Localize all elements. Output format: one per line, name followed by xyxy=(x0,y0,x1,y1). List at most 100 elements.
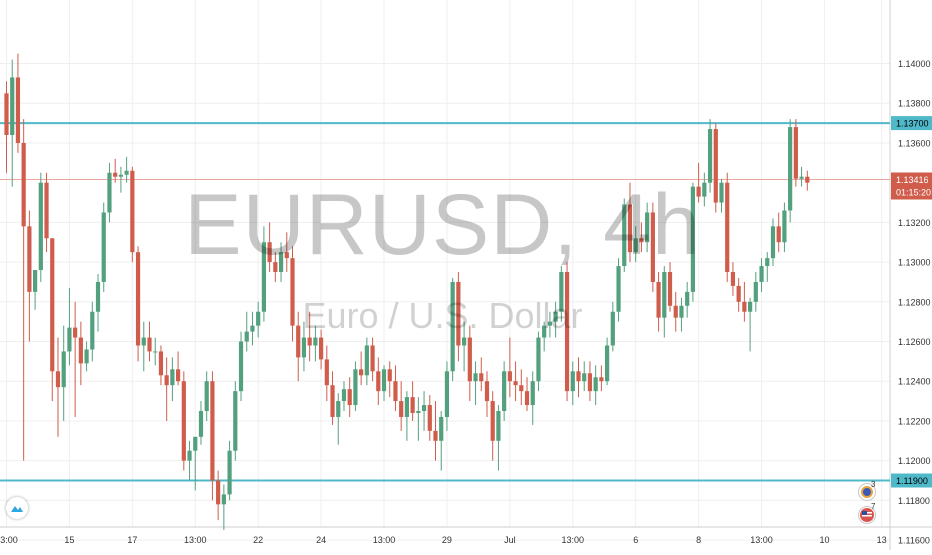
candle-body xyxy=(84,349,89,364)
x-tick-label: 15 xyxy=(64,535,74,545)
candle-body xyxy=(542,325,547,338)
candle-body xyxy=(570,371,575,392)
candle-body xyxy=(622,204,627,267)
candle-body xyxy=(95,281,101,312)
candle-body xyxy=(176,369,181,382)
candle-body xyxy=(479,373,484,382)
candle-body xyxy=(73,327,78,338)
x-tick-label: 8 xyxy=(696,535,701,545)
candle-body xyxy=(38,182,43,271)
candle-body xyxy=(118,174,123,177)
candle-body xyxy=(61,351,66,388)
candle-body xyxy=(27,226,32,292)
y-tick-label: 1.13800 xyxy=(898,99,931,109)
candle-body xyxy=(639,238,644,243)
candle-body xyxy=(582,373,587,382)
x-tick-label: 10 xyxy=(819,535,829,545)
event-icon[interactable] xyxy=(858,483,876,501)
x-tick-label: Jul xyxy=(504,535,516,545)
x-tick-label: 17 xyxy=(127,535,137,545)
candle-body xyxy=(353,369,358,406)
candle-body xyxy=(204,381,209,412)
candle-body xyxy=(502,371,507,412)
candle-body xyxy=(713,129,718,203)
candle-body xyxy=(484,381,490,402)
candle-body xyxy=(10,77,15,136)
y-tick-label: 1.11800 xyxy=(898,496,930,506)
candle-body xyxy=(507,371,512,382)
candle-body xyxy=(702,182,707,197)
y-tick-label: 1.13600 xyxy=(898,138,931,148)
candle-body xyxy=(210,381,215,481)
event-count: 7 xyxy=(871,502,876,511)
candle-body xyxy=(404,397,409,417)
candle-body xyxy=(490,401,495,441)
x-tick-label: 24 xyxy=(316,535,326,545)
candle-body xyxy=(410,397,415,413)
candle-body xyxy=(330,385,335,417)
candle-body xyxy=(198,411,204,437)
candle-body xyxy=(496,411,501,441)
candle-body xyxy=(736,285,741,302)
candle-body xyxy=(359,369,364,376)
candle-body xyxy=(387,369,392,382)
candle-body xyxy=(673,305,678,318)
x-tick-label: 13:00 xyxy=(184,535,207,545)
candle-body xyxy=(627,204,633,253)
y-tick-label: 1.12000 xyxy=(898,456,931,466)
x-tick-label: 13 xyxy=(877,535,887,545)
candle-body xyxy=(433,430,438,441)
tradingview-logo-icon[interactable] xyxy=(6,497,28,519)
x-tick-label: 22 xyxy=(253,535,263,545)
y-tick-label: 1.12400 xyxy=(898,377,931,387)
candle-body xyxy=(416,411,421,413)
candle-body xyxy=(78,337,83,364)
candle-body xyxy=(273,262,278,273)
candle-body xyxy=(347,389,352,406)
candle-body xyxy=(421,405,427,412)
candle-body xyxy=(427,405,432,431)
x-tick-label: 13:00 xyxy=(373,535,396,545)
candle-body xyxy=(770,226,776,259)
candle-body xyxy=(301,337,307,358)
candle-body xyxy=(370,345,375,372)
candle-body xyxy=(444,371,450,417)
candle-body xyxy=(324,359,329,386)
candle-body xyxy=(799,176,804,179)
candle-body xyxy=(450,281,455,372)
candle-body xyxy=(473,373,478,382)
candle-body xyxy=(181,381,186,461)
candle-body xyxy=(44,182,49,239)
candle-body xyxy=(290,258,295,326)
candle-body xyxy=(576,371,581,382)
candle-body xyxy=(788,127,793,211)
bar-countdown-label: 01:15:20 xyxy=(896,187,931,197)
candle-body xyxy=(564,272,570,392)
x-tick-label: 29 xyxy=(442,535,452,545)
candle-body xyxy=(399,401,404,417)
candle-body xyxy=(233,391,238,451)
y-tick-label: 1.14000 xyxy=(898,59,931,69)
candle-body xyxy=(227,450,232,495)
candle-body xyxy=(536,337,541,382)
candle-body xyxy=(33,270,38,292)
us-flag-event-icon[interactable] xyxy=(858,506,876,524)
candle-body xyxy=(15,77,21,143)
candle-body xyxy=(170,369,175,386)
candle-body xyxy=(730,272,736,286)
candle-body xyxy=(742,301,747,312)
candle-body xyxy=(364,345,369,376)
candle-body xyxy=(238,341,244,392)
candle-body xyxy=(696,186,701,197)
candle-body xyxy=(805,176,810,183)
candle-body xyxy=(164,375,169,386)
y-tick-label: 1.13000 xyxy=(898,258,931,268)
candle-body xyxy=(690,186,695,292)
candle-body xyxy=(336,401,341,417)
candle-body xyxy=(599,377,604,382)
candle-body xyxy=(244,331,249,342)
y-tick-label: 1.12600 xyxy=(898,337,931,347)
candle-body xyxy=(124,170,129,175)
